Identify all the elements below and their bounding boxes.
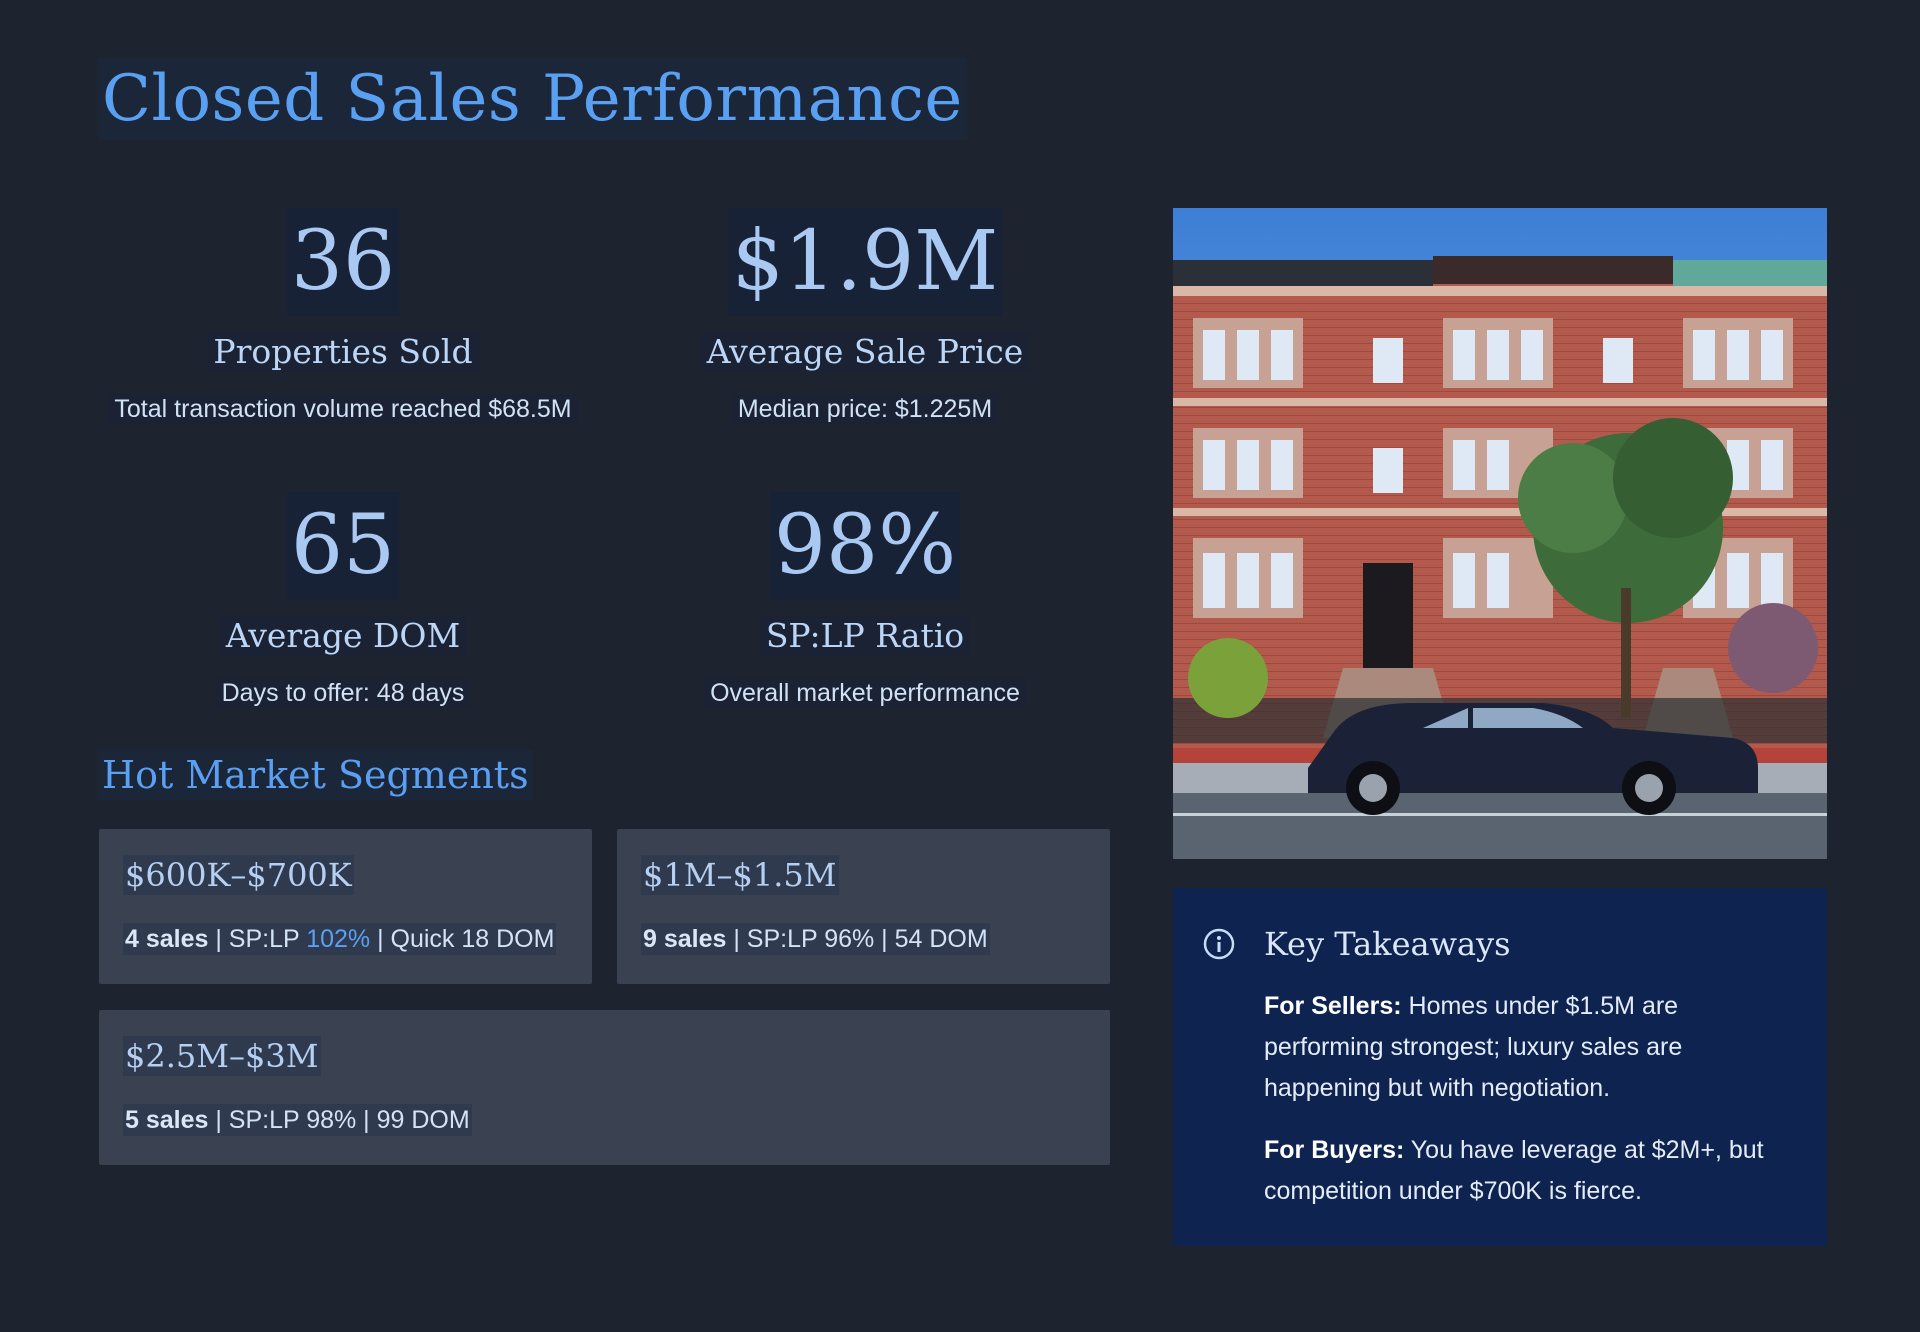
stat-subtext: Overall market performance [704, 678, 1026, 708]
segments-heading: Hot Market Segments [98, 750, 533, 800]
stat-label: SP:LP Ratio [759, 616, 971, 656]
segment-sales: 9 sales [643, 925, 727, 953]
segment-range: $600K–$700K [123, 855, 354, 895]
segment-dom: | 99 DOM [356, 1106, 470, 1134]
stat-value: 98% [769, 492, 961, 600]
segment-card: $600K–$700K 4 sales | SP:LP 102% | Quick… [99, 829, 592, 984]
stat-value: 65 [286, 492, 400, 600]
stat-subtext: Median price: $1.225M [731, 394, 999, 424]
brownstone-street-photo [1173, 208, 1827, 859]
stat-average-sale-price: $1.9M Average Sale Price Median price: $… [605, 208, 1125, 424]
sellers-label: For Sellers: [1264, 992, 1402, 1020]
segment-sep: | SP:LP [208, 1106, 307, 1134]
stat-properties-sold: 36 Properties Sold Total transaction vol… [83, 208, 603, 424]
segment-stats: 5 sales | SP:LP 98% | 99 DOM [123, 1104, 472, 1136]
segment-card: $2.5M–$3M 5 sales | SP:LP 98% | 99 DOM [99, 1010, 1110, 1165]
stat-label: Properties Sold [207, 332, 479, 372]
segment-range: $1M–$1.5M [641, 855, 839, 895]
stat-splp-ratio: 98% SP:LP Ratio Overall market performan… [605, 492, 1125, 708]
stat-subtext: Total transaction volume reached $68.5M [108, 394, 578, 424]
stat-average-dom: 65 Average DOM Days to offer: 48 days [83, 492, 603, 708]
sellers-text: Homes under $1.5M are performing stronge… [1264, 992, 1683, 1102]
segment-splp: 98% [306, 1106, 357, 1134]
stat-subtext: Days to offer: 48 days [215, 678, 471, 708]
segment-stats: 9 sales | SP:LP 96% | 54 DOM [641, 923, 990, 955]
segment-dom: | Quick 18 DOM [370, 925, 555, 953]
segment-dom: | 54 DOM [874, 925, 988, 953]
segment-sales: 5 sales [125, 1106, 209, 1134]
buyers-takeaway: For Buyers: You have leverage at $2M+, b… [1264, 1130, 1804, 1212]
sellers-takeaway: For Sellers: Homes under $1.5M are perfo… [1264, 986, 1804, 1109]
stat-label: Average Sale Price [700, 332, 1030, 372]
segment-range: $2.5M–$3M [123, 1036, 321, 1076]
segment-card: $1M–$1.5M 9 sales | SP:LP 96% | 54 DOM [617, 829, 1110, 984]
info-icon [1203, 928, 1235, 960]
stat-value: $1.9M [727, 208, 1003, 316]
segment-splp: 96% [824, 925, 875, 953]
segment-splp: 102% [306, 925, 371, 953]
buyers-text: You have leverage at $2M+, but competiti… [1264, 1136, 1764, 1205]
key-takeaways-panel: Key Takeaways For Sellers: Homes under $… [1173, 888, 1827, 1246]
segment-sep: | SP:LP [208, 925, 307, 953]
stat-value: 36 [286, 208, 400, 316]
stat-label: Average DOM [219, 616, 467, 656]
segment-sep: | SP:LP [726, 925, 825, 953]
takeaways-title: Key Takeaways [1264, 925, 1511, 963]
page-title: Closed Sales Performance [98, 58, 967, 140]
segment-sales: 4 sales [125, 925, 209, 953]
buyers-label: For Buyers: [1264, 1136, 1405, 1164]
segment-stats: 4 sales | SP:LP 102% | Quick 18 DOM [123, 923, 557, 955]
